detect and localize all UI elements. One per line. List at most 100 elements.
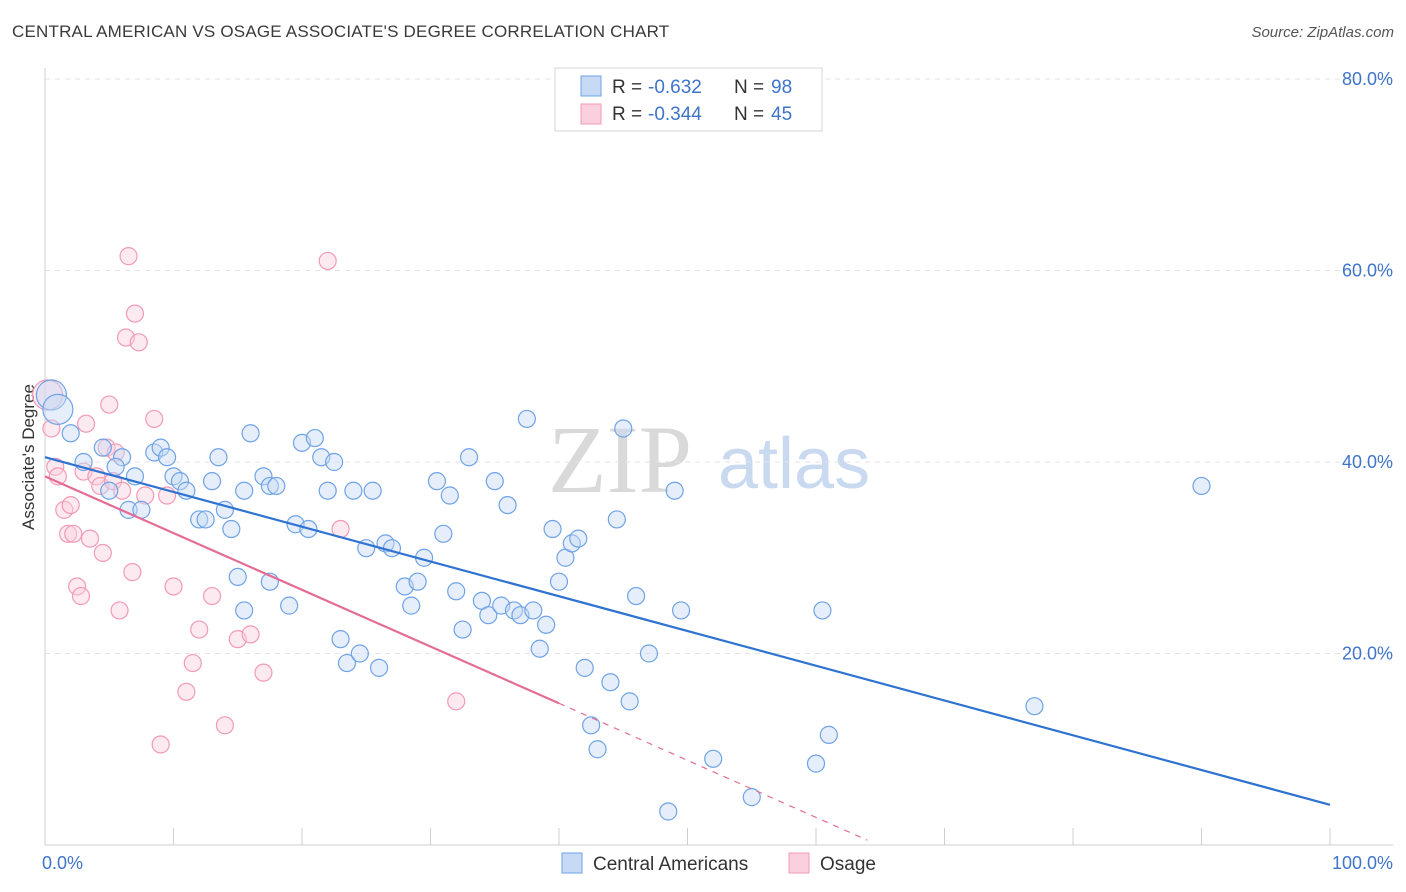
central-americans-point	[1192, 476, 1211, 496]
osage-point	[97, 438, 116, 457]
central-americans-point	[524, 601, 543, 620]
central-americans-point	[331, 630, 350, 649]
central-americans-point	[402, 596, 421, 615]
central-americans-point	[569, 529, 588, 548]
series-legend: Central Americans Osage	[561, 852, 876, 875]
series-legend-swatch-osage	[788, 852, 810, 874]
osage-point	[145, 409, 164, 429]
osage-point	[136, 486, 155, 505]
central-americans-point	[543, 519, 562, 539]
central-americans-point	[626, 586, 646, 606]
osage-point	[77, 414, 96, 433]
central-americans-point	[601, 673, 620, 692]
central-americans-point	[806, 754, 826, 773]
central-americans-point	[588, 740, 607, 759]
osage-point	[112, 481, 132, 500]
central-americans-point	[305, 428, 324, 448]
central-americans-point	[241, 424, 260, 443]
osage-point	[125, 304, 145, 323]
osage-point	[177, 682, 196, 701]
osage-point	[241, 625, 260, 644]
central-americans-point	[659, 802, 678, 821]
central-americans-point	[671, 601, 691, 620]
series-legend-swatch-central	[561, 852, 583, 874]
osage-point	[61, 495, 80, 515]
legend-r-value-central: -0.632	[648, 77, 702, 98]
central-americans-point	[170, 472, 190, 491]
legend-n-label-central: N =	[734, 77, 764, 98]
central-americans-point	[575, 658, 594, 677]
osage-trend-line	[44, 475, 560, 705]
osage-point	[68, 577, 87, 596]
central-americans-point	[440, 486, 459, 505]
central-americans-points	[35, 379, 1211, 821]
legend-n-value-central: 98	[771, 77, 792, 98]
chart-title: CENTRAL AMERICAN VS OSAGE ASSOCIATE'S DE…	[12, 22, 670, 41]
legend-swatch-central	[580, 75, 602, 97]
central-americans-point	[254, 467, 273, 486]
central-americans-point	[337, 653, 357, 673]
osage-point	[64, 524, 83, 543]
central-americans-point	[459, 448, 479, 467]
central-americans-point	[485, 472, 504, 491]
central-americans-point	[209, 448, 228, 467]
series-legend-label-osage: Osage	[820, 854, 876, 875]
central-americans-point	[318, 481, 337, 500]
osage-point	[318, 251, 337, 271]
axes	[44, 68, 1393, 846]
central-americans-point	[549, 572, 569, 591]
central-americans-point	[61, 424, 80, 443]
x-tick-label-min: 0.0%	[42, 853, 83, 873]
central-americans-point	[280, 596, 299, 615]
central-americans-point	[537, 615, 556, 634]
central-americans-point	[819, 725, 838, 744]
central-americans-point	[112, 448, 132, 467]
series-legend-label-central: Central Americans	[593, 854, 748, 875]
central-americans-point	[427, 472, 447, 491]
central-americans-point	[190, 510, 209, 529]
central-americans-point	[157, 448, 177, 467]
osage-point	[129, 333, 148, 352]
central-americans-point	[447, 582, 466, 601]
central-americans-point	[267, 476, 286, 496]
central-americans-point	[260, 476, 279, 496]
grid-lines	[45, 78, 1393, 654]
central-americans-point	[704, 749, 723, 768]
central-americans-point	[742, 788, 761, 807]
central-americans-point	[222, 519, 241, 539]
osage-point	[254, 663, 273, 682]
central-americans-point	[93, 438, 112, 457]
central-americans-point	[370, 658, 389, 677]
osage-point	[80, 529, 100, 548]
central-americans-point	[813, 601, 832, 620]
central-americans-point	[607, 510, 626, 529]
osage-point	[110, 601, 129, 620]
source-label: Source: ZipAtlas.com	[1251, 24, 1394, 41]
central-americans-point	[453, 620, 472, 639]
trend-lines	[44, 456, 1331, 841]
legend-swatch-osage	[580, 103, 602, 125]
central-americans-point	[350, 644, 369, 663]
central-americans-point	[408, 572, 427, 591]
osage-point	[447, 692, 466, 711]
central-americans-point	[325, 452, 344, 472]
y-tick-labels: 20.0% 40.0% 60.0% 80.0%	[1342, 69, 1393, 664]
central-americans-point	[344, 481, 363, 500]
osage-points	[31, 247, 466, 754]
central-americans-point	[151, 438, 170, 457]
central-americans-point	[517, 409, 536, 429]
central-americans-point	[235, 481, 254, 500]
central-americans-point	[434, 524, 453, 543]
central-americans-point	[479, 606, 498, 625]
osage-point	[202, 586, 222, 606]
central-americans-point	[363, 481, 382, 500]
osage-point	[215, 716, 234, 735]
legend-r-value-osage: -0.344	[648, 104, 702, 125]
central-americans-point	[665, 481, 684, 500]
central-americans-point	[235, 601, 254, 620]
y-axis-label: Associate's Degree	[19, 384, 38, 530]
central-americans-point	[202, 472, 222, 491]
central-americans-point	[382, 539, 402, 558]
legend-r-label-central: R =	[612, 77, 642, 98]
x-tick-label-max: 100.0%	[1332, 853, 1393, 873]
